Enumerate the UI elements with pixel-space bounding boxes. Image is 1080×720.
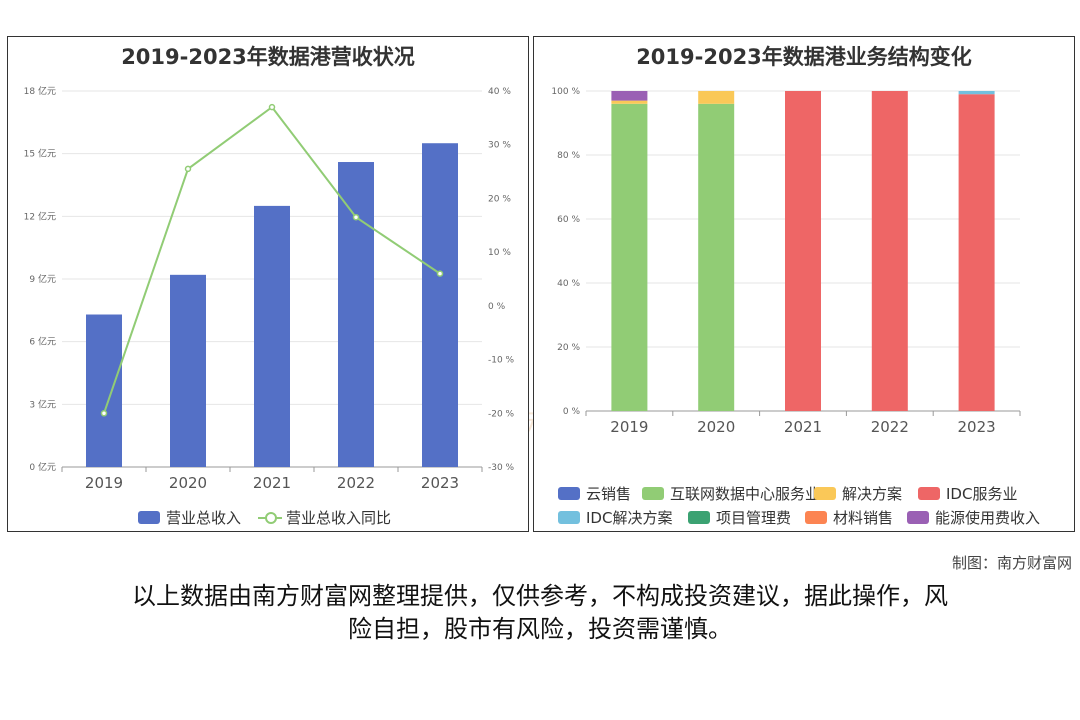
y-right-tick-label: -10 %: [488, 356, 515, 366]
y-right-tick-label: 40 %: [488, 87, 511, 97]
stacked-bar-segment: [785, 91, 821, 411]
revenue-chart-panel: 2019-2023年数据港营收状况 0 亿元 3 亿元 6 亿元 9 亿元 12 亿元 1…: [7, 36, 529, 532]
legend-swatch: [814, 487, 836, 500]
revenue-chart: 0 亿元 3 亿元 6 亿元 9 亿元 12 亿元 15 亿元 18 亿元 -30 % -20 …: [24, 85, 515, 492]
y-tick-label: 0 %: [563, 407, 581, 417]
stacked-bar-segment: [871, 91, 908, 411]
business-structure-panel: 2019-2023年数据港业务结构变化 0 % 20 % 40 % 60 % 80 % 1…: [533, 36, 1075, 532]
legend-swatch: [642, 487, 664, 500]
y-right-tick-label: 30 %: [488, 141, 511, 151]
x-tick-label: 2020: [697, 418, 735, 436]
y-tick-label: 100 %: [551, 87, 580, 97]
legend-label: 能源使用费收入: [935, 509, 1041, 527]
y-left-tick-label: 9 亿元: [29, 273, 56, 285]
legend-label-revenue-yoy: 营业总收入同比: [286, 509, 392, 527]
legend-item[interactable]: 能源使用费收入: [907, 507, 1040, 528]
legend-label: 项目管理费: [716, 509, 792, 527]
legend-swatch: [907, 511, 929, 524]
revenue-bar: [254, 205, 290, 467]
legend-item-revenue[interactable]: 营业总收入: [138, 507, 241, 528]
x-tick-label: 2021: [253, 474, 291, 492]
revenue-bar: [170, 274, 206, 467]
x-tick-label: 2021: [784, 418, 822, 436]
legend-item[interactable]: 云销售: [558, 483, 631, 504]
y-right-tick-label: 10 %: [488, 248, 511, 258]
legend-label-revenue: 营业总收入: [166, 509, 242, 527]
legend-item[interactable]: IDC解决方案: [558, 507, 672, 528]
chart-credit: 制图：南方财富网: [951, 554, 1072, 572]
stacked-bar-segment: [611, 103, 648, 412]
legend-swatch-revenue: [138, 511, 160, 524]
x-tick-label: 2023: [421, 474, 459, 492]
y-right-tick-label: -20 %: [488, 409, 515, 419]
x-tick-label: 2020: [169, 474, 207, 492]
legend-swatch-revenue-yoy: [258, 511, 282, 524]
legend-swatch: [558, 511, 580, 524]
revenue-yoy-point: [352, 213, 360, 221]
legend-item[interactable]: IDC服务业: [918, 483, 1017, 504]
y-left-tick-label: 3 亿元: [29, 398, 56, 410]
y-tick-label: 20 %: [557, 343, 580, 353]
y-right-tick-label: -30 %: [488, 463, 515, 473]
x-tick-label: 2022: [871, 418, 909, 436]
revenue-bar: [86, 314, 122, 467]
legend-label: 材料销售: [833, 509, 894, 527]
revenue-yoy-point: [436, 270, 444, 277]
stacked-bar-segment: [958, 94, 995, 411]
stacked-bar-segment: [611, 100, 648, 104]
stacked-bar-segment: [958, 91, 995, 95]
revenue-bar: [422, 143, 458, 467]
revenue-chart-title: 2019-2023年数据港营收状况: [121, 45, 415, 69]
stacked-bar-segment: [698, 91, 735, 104]
revenue-yoy-point: [268, 103, 276, 111]
x-tick-label: 2019: [610, 418, 648, 436]
structure-chart-legend: 云销售 互联网数据中心服务业 解决方案 IDC服务业 IDC解决方案 项目管理费 材料销售 能…: [534, 483, 1074, 529]
revenue-bar: [338, 162, 374, 467]
legend-swatch: [805, 511, 827, 524]
x-tick-label: 2019: [85, 474, 123, 492]
x-tick-label: 2022: [337, 474, 375, 492]
legend-item-revenue-yoy[interactable]: 营业总收入同比: [258, 507, 391, 528]
revenue-yoy-point: [100, 410, 108, 417]
y-left-tick-label: 6 亿元: [29, 336, 56, 348]
legend-label: 解决方案: [842, 485, 903, 503]
y-right-tick-label: 20 %: [488, 194, 511, 204]
legend-swatch: [558, 487, 580, 500]
disclaimer-line-2: 险自担，股市有风险，投资需谨慎。: [348, 615, 732, 643]
y-tick-label: 40 %: [557, 279, 580, 289]
y-right-tick-label: 0 %: [488, 302, 506, 312]
legend-item[interactable]: 材料销售: [805, 507, 893, 528]
legend-label: 云销售: [586, 485, 632, 503]
revenue-chart-legend: 营业总收入 营业总收入同比: [8, 507, 528, 527]
y-tick-label: 60 %: [557, 215, 580, 225]
legend-swatch: [918, 487, 940, 500]
y-tick-label: 80 %: [557, 151, 580, 161]
y-left-tick-label: 18 亿元: [24, 85, 56, 97]
y-left-tick-label: 15 亿元: [24, 148, 56, 160]
x-tick-label: 2023: [958, 418, 996, 436]
stacked-bar-segment: [611, 91, 648, 101]
disclaimer-line-1: 以上数据由南方财富网整理提供，仅供参考，不构成投资建议，据此操作，风: [132, 582, 948, 610]
disclaimer: 以上数据由南方财富网整理提供，仅供参考，不构成投资建议，据此操作，风 险自担，股…: [40, 580, 1040, 646]
structure-chart: 0 % 20 % 40 % 60 % 80 % 100 % 2019 2020 2021 2022…: [551, 87, 1021, 436]
y-left-tick-label: 12 亿元: [24, 210, 56, 222]
legend-item[interactable]: 项目管理费: [688, 507, 791, 528]
structure-chart-title: 2019-2023年数据港业务结构变化: [636, 45, 972, 69]
legend-label: IDC解决方案: [586, 509, 673, 527]
legend-item[interactable]: 解决方案: [814, 483, 902, 504]
revenue-yoy-point: [184, 165, 192, 173]
y-left-tick-label: 0 亿元: [29, 461, 56, 473]
legend-item[interactable]: 互联网数据中心服务业: [642, 483, 820, 504]
stacked-bar-segment: [698, 103, 735, 412]
legend-swatch: [688, 511, 710, 524]
legend-label: IDC服务业: [946, 485, 1018, 503]
legend-label: 互联网数据中心服务业: [670, 485, 821, 503]
